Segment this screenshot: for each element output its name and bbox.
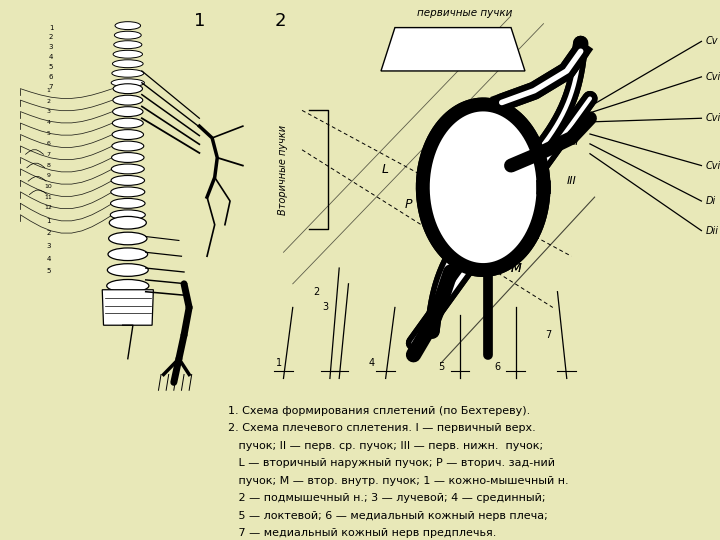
Text: пучок; II — перв. ср. пучок; III — перв. нижн.  пучок;: пучок; II — перв. ср. пучок; III — перв.… xyxy=(228,441,543,451)
Ellipse shape xyxy=(112,153,144,163)
Text: 1: 1 xyxy=(47,88,50,93)
Text: 2: 2 xyxy=(313,287,319,296)
Text: 1: 1 xyxy=(49,25,53,31)
Ellipse shape xyxy=(114,40,142,49)
Text: 7: 7 xyxy=(49,84,53,90)
Text: I: I xyxy=(575,90,577,99)
Text: 3: 3 xyxy=(46,243,51,249)
Text: 4: 4 xyxy=(47,120,50,125)
Text: 1: 1 xyxy=(276,357,282,368)
Text: 5: 5 xyxy=(47,131,50,136)
Text: 1: 1 xyxy=(46,218,51,224)
Ellipse shape xyxy=(109,217,146,229)
Text: 6: 6 xyxy=(49,74,53,80)
Text: P: P xyxy=(405,199,413,212)
Text: 2 — подмышечный н.; 3 — лучевой; 4 — срединный;: 2 — подмышечный н.; 3 — лучевой; 4 — сре… xyxy=(228,494,545,503)
Text: 7: 7 xyxy=(545,330,552,340)
Text: 6: 6 xyxy=(47,141,50,146)
Ellipse shape xyxy=(112,118,143,128)
Text: пучок; M — втор. внутр. пучок; 1 — кожно-мышечный н.: пучок; M — втор. внутр. пучок; 1 — кожно… xyxy=(228,476,568,486)
Ellipse shape xyxy=(113,95,143,105)
Text: 2: 2 xyxy=(49,35,53,40)
Ellipse shape xyxy=(107,280,149,292)
Polygon shape xyxy=(434,114,532,260)
Text: 8: 8 xyxy=(47,163,50,167)
Text: 10: 10 xyxy=(45,184,53,189)
Text: 5 — локтевой; 6 — медиальный кожный нерв плеча;: 5 — локтевой; 6 — медиальный кожный нерв… xyxy=(228,511,547,521)
Text: Cviii: Cviii xyxy=(706,160,720,171)
Ellipse shape xyxy=(112,130,143,139)
Ellipse shape xyxy=(111,176,145,185)
Text: 2: 2 xyxy=(47,99,50,104)
Polygon shape xyxy=(434,114,532,260)
Ellipse shape xyxy=(112,69,144,77)
Text: 11: 11 xyxy=(45,194,53,200)
Text: 5: 5 xyxy=(49,64,53,70)
Text: 12: 12 xyxy=(45,205,53,210)
Text: 2: 2 xyxy=(274,12,286,30)
Ellipse shape xyxy=(114,31,141,39)
Text: Cvi: Cvi xyxy=(706,72,720,82)
Text: Dii: Dii xyxy=(706,226,719,235)
Text: 5: 5 xyxy=(438,362,444,372)
Text: 3: 3 xyxy=(47,110,50,114)
Text: 3: 3 xyxy=(49,44,53,50)
Text: 2: 2 xyxy=(46,231,50,237)
Text: 3: 3 xyxy=(322,302,328,313)
Text: 4: 4 xyxy=(369,357,375,368)
Ellipse shape xyxy=(111,187,145,197)
Polygon shape xyxy=(381,28,525,71)
Ellipse shape xyxy=(113,84,143,93)
Text: M: M xyxy=(510,261,521,274)
Text: 7 — медиальный кожный нерв предплечья.: 7 — медиальный кожный нерв предплечья. xyxy=(228,528,496,538)
Text: 4: 4 xyxy=(49,54,53,60)
Ellipse shape xyxy=(111,198,145,208)
Text: L: L xyxy=(382,163,389,176)
Text: 7: 7 xyxy=(47,152,50,157)
Polygon shape xyxy=(423,104,544,270)
Text: 1. Схема формирования сплетений (по Бехтереву).: 1. Схема формирования сплетений (по Бехт… xyxy=(228,406,530,416)
Ellipse shape xyxy=(110,210,145,220)
Text: Вторичные пучки: Вторичные пучки xyxy=(279,124,289,214)
Ellipse shape xyxy=(113,50,143,58)
Text: 1: 1 xyxy=(194,12,205,30)
Ellipse shape xyxy=(112,107,143,117)
Text: 6: 6 xyxy=(494,362,500,372)
Text: L — вторичный наружный пучок; Р — вторич. зад-ний: L — вторичный наружный пучок; Р — вторич… xyxy=(228,458,554,468)
Ellipse shape xyxy=(108,248,148,261)
Text: первичные пучки: первичные пучки xyxy=(417,8,512,18)
Text: M: M xyxy=(510,261,521,274)
Text: III: III xyxy=(567,177,576,186)
Text: II: II xyxy=(573,137,580,147)
Text: 4: 4 xyxy=(46,255,50,261)
Ellipse shape xyxy=(107,264,148,276)
Ellipse shape xyxy=(115,22,140,30)
Ellipse shape xyxy=(112,60,143,68)
Ellipse shape xyxy=(112,141,144,151)
Text: Di: Di xyxy=(706,196,716,206)
Ellipse shape xyxy=(109,232,147,245)
Ellipse shape xyxy=(111,79,145,87)
Ellipse shape xyxy=(112,164,144,174)
Text: 5: 5 xyxy=(46,268,50,274)
Polygon shape xyxy=(423,104,544,270)
Text: 2. Схема плечевого сплетения. I — первичный верх.: 2. Схема плечевого сплетения. I — первич… xyxy=(228,423,536,434)
Text: 9: 9 xyxy=(47,173,50,178)
Polygon shape xyxy=(102,290,153,325)
Text: Cvii: Cvii xyxy=(706,113,720,123)
Text: Cv: Cv xyxy=(706,36,719,46)
